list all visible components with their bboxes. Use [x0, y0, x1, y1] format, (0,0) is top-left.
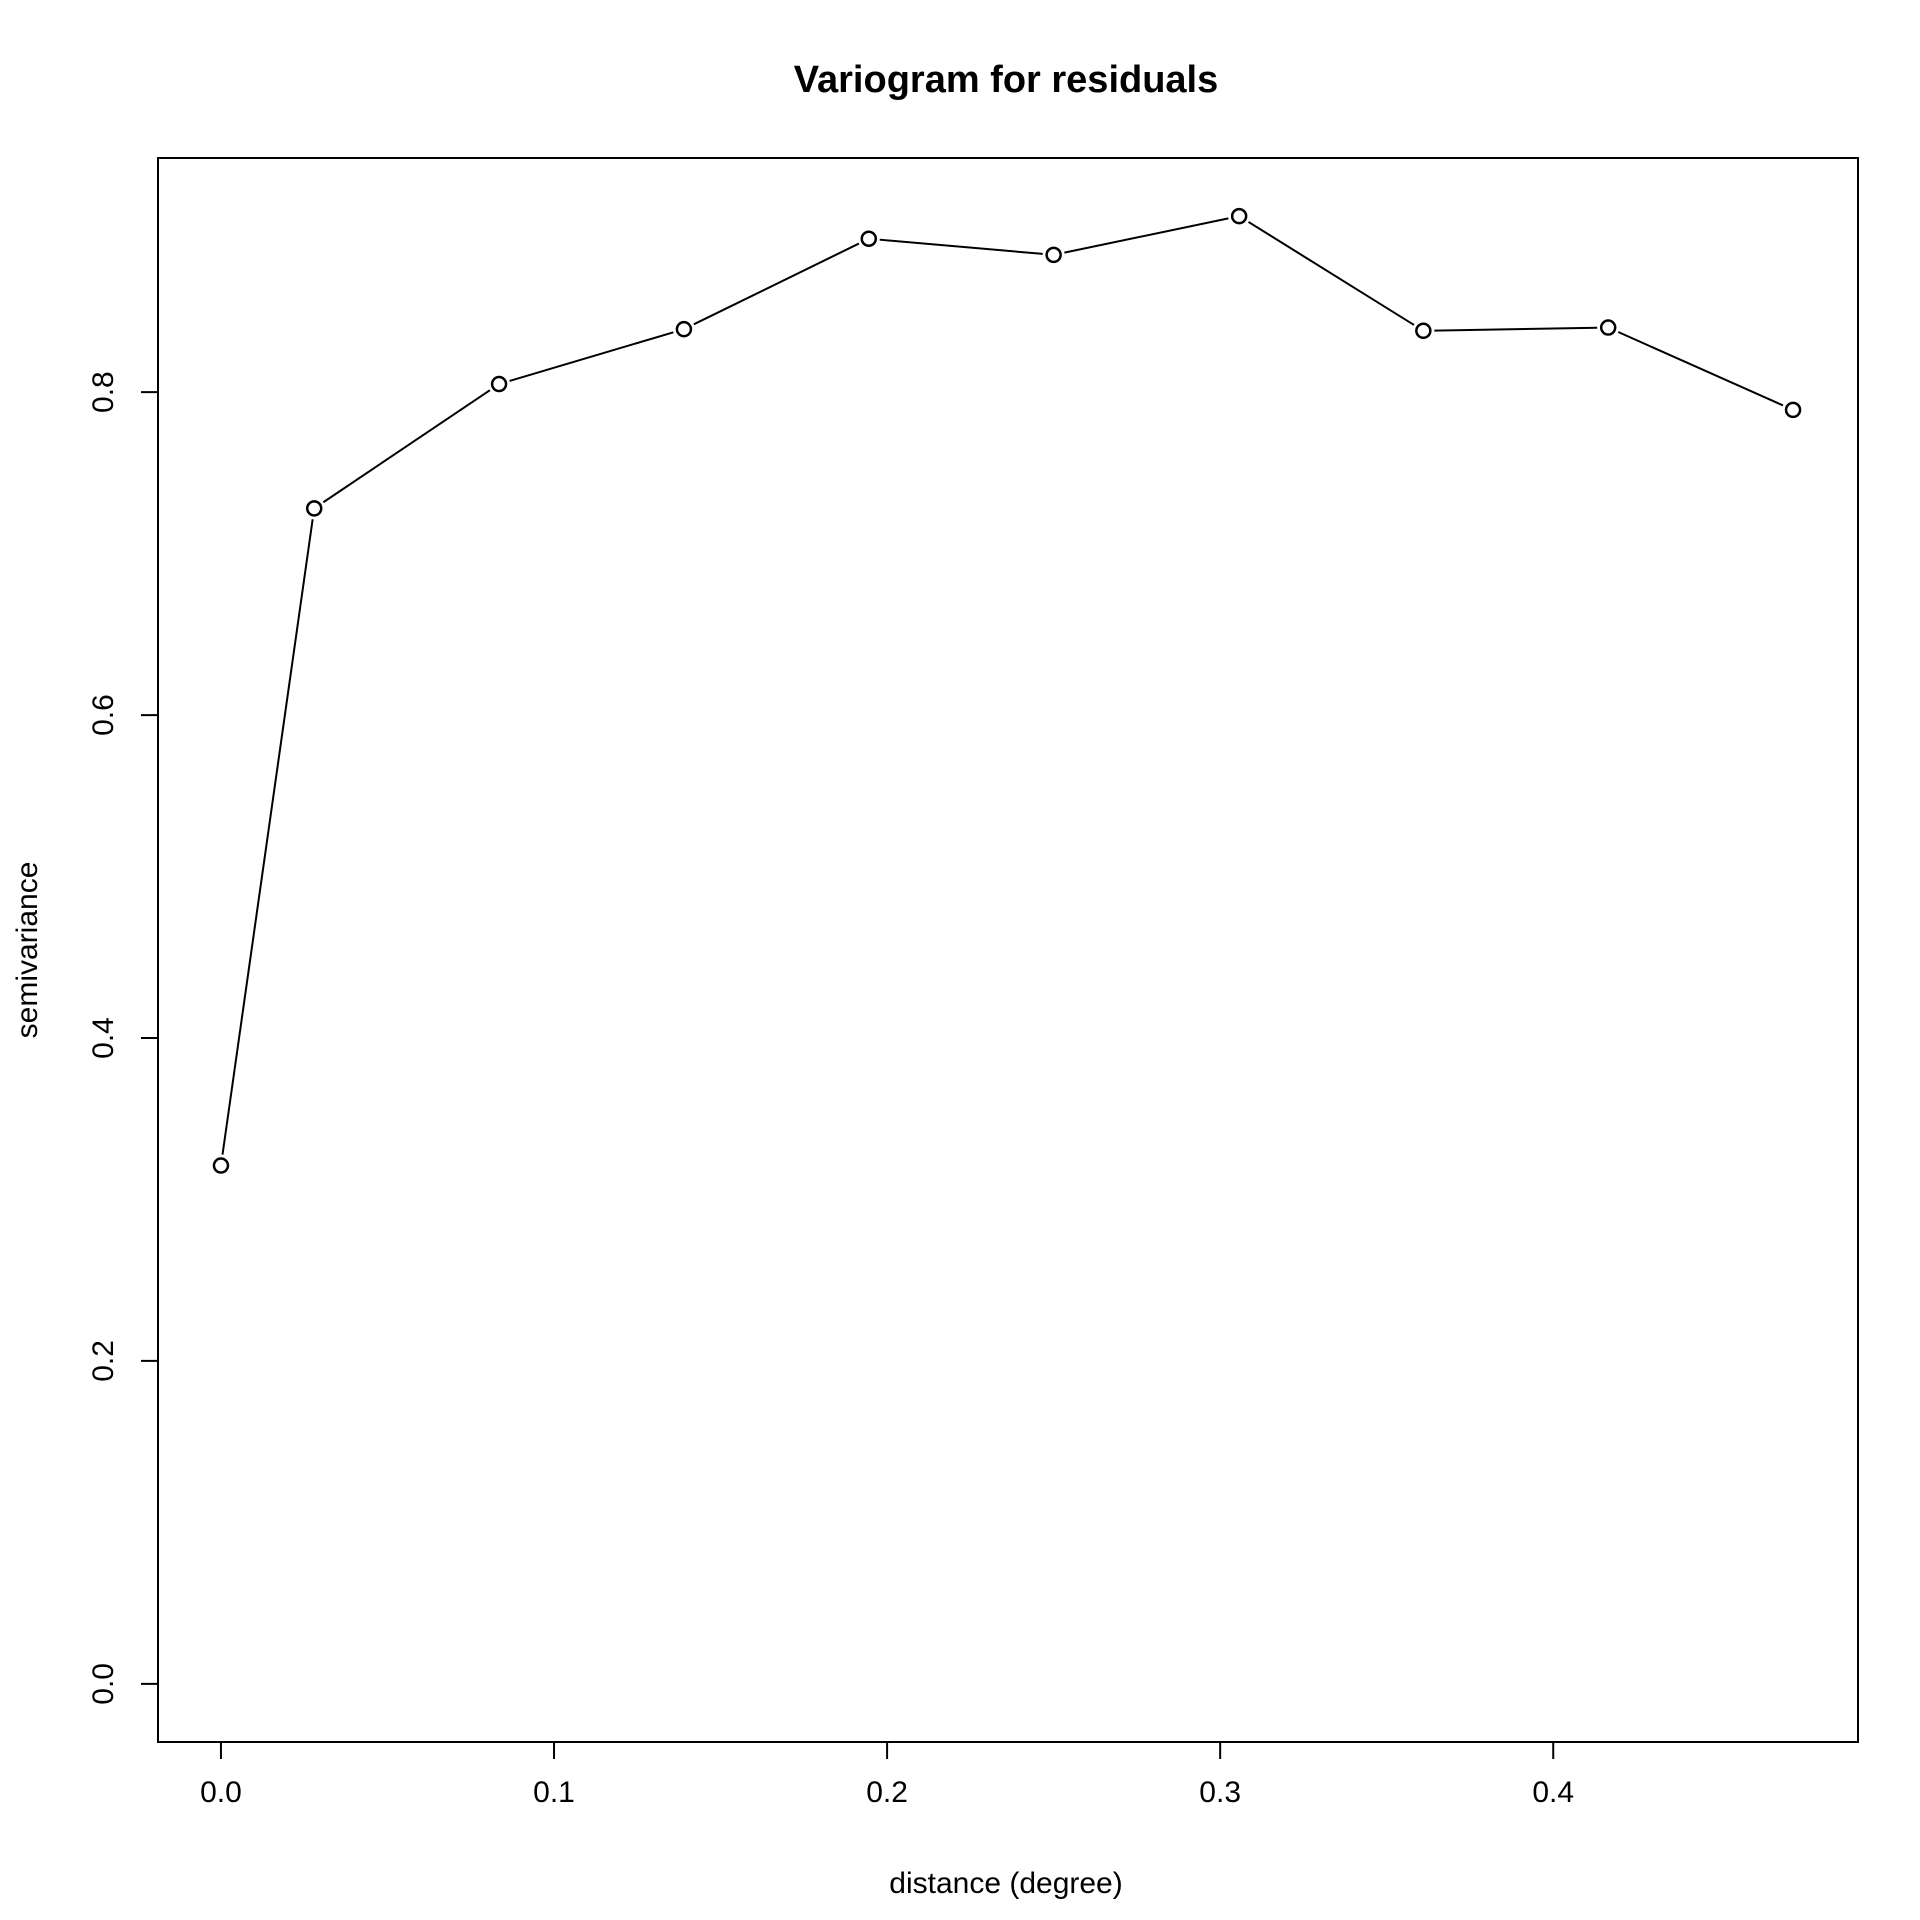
data-point [212, 1157, 230, 1174]
plot-frame [157, 157, 1859, 1743]
series-segment [693, 242, 860, 326]
series-segment [1617, 331, 1784, 407]
x-axis-label: distance (degree) [889, 1867, 1122, 1900]
x-axis: 0.0 0.1 0.2 0.3 0.4 [200, 1741, 1574, 1809]
x-tick-label: 0.3 [1199, 1776, 1241, 1809]
series-segment [509, 331, 674, 382]
series-segment [1247, 221, 1415, 326]
data-point [1230, 207, 1248, 225]
data-point [675, 320, 693, 338]
data-point [860, 230, 878, 247]
data-point [305, 500, 323, 517]
y-tick-label: 0.2 [87, 1340, 120, 1382]
chart-title: Variogram for residuals [794, 59, 1219, 101]
series-group [212, 207, 1802, 1174]
x-tick-label: 0.1 [533, 1776, 575, 1809]
y-tick-label: 0.8 [87, 371, 120, 413]
y-axis: 0.0 0.2 0.4 0.6 0.8 [87, 371, 159, 1705]
x-tick-label: 0.2 [866, 1776, 908, 1809]
data-point [1415, 322, 1432, 340]
series-segment [221, 519, 314, 1155]
data-point [1784, 401, 1802, 419]
data-point [1599, 319, 1617, 336]
series-segment [1064, 217, 1229, 254]
x-tick-label: 0.4 [1532, 1776, 1574, 1809]
y-tick-label: 0.0 [87, 1663, 120, 1705]
series-segment [879, 238, 1043, 255]
x-tick-label: 0.0 [200, 1776, 242, 1809]
y-axis-label: semivariance [11, 862, 44, 1039]
y-tick-label: 0.4 [87, 1017, 120, 1059]
series-segment [322, 389, 491, 504]
data-point [490, 375, 508, 393]
data-point [1045, 246, 1062, 264]
y-tick-label: 0.6 [87, 694, 120, 736]
series-segment [1434, 326, 1598, 332]
